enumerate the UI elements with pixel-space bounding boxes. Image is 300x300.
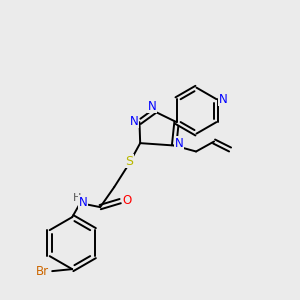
Text: N: N	[79, 196, 88, 208]
Text: H: H	[73, 193, 81, 203]
Text: N: N	[175, 137, 184, 150]
Text: N: N	[130, 115, 139, 128]
Text: N: N	[219, 93, 228, 106]
Text: Br: Br	[36, 265, 49, 278]
Text: S: S	[125, 154, 133, 168]
Text: N: N	[148, 100, 157, 113]
Text: O: O	[123, 194, 132, 207]
